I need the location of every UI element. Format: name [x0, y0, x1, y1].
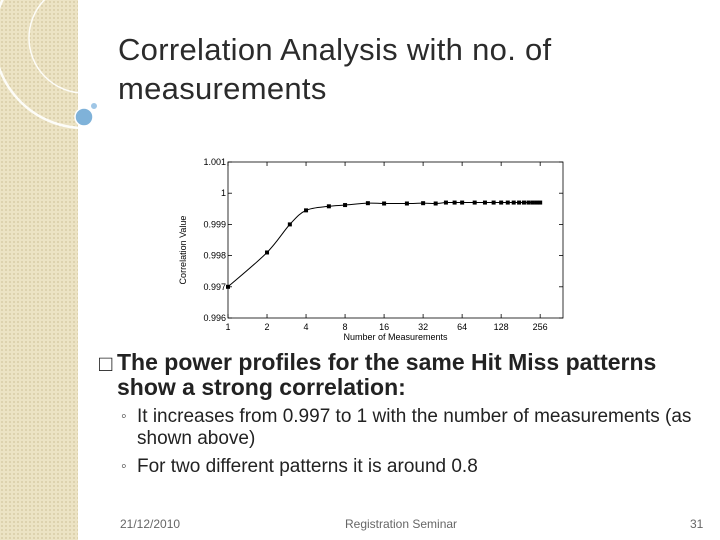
footer-title: Registration Seminar [345, 517, 458, 531]
correlation-chart: 0.996 0.997 0.998 0.999 1 1.001 1 2 4 8 16 32 64 128 2… [178, 157, 564, 342]
data-point [517, 200, 522, 205]
data-point [443, 200, 448, 205]
sub-bullet: ◦ It increases from 0.997 to 1 with the … [121, 406, 707, 450]
main-bullet-text: The power profiles for the same Hit Miss… [117, 349, 657, 400]
footer-date: 21/12/2010 [120, 517, 181, 531]
sub-bullet-marker: ◦ [121, 408, 127, 425]
x-tick-label: 32 [418, 322, 428, 332]
data-point [343, 203, 348, 208]
y-tick-label: 0.999 [203, 219, 226, 229]
data-point [491, 200, 496, 205]
data-point [365, 201, 370, 206]
plot-frame [227, 161, 564, 319]
x-tick-label: 4 [304, 322, 309, 332]
data-point [433, 201, 438, 206]
data-point [404, 201, 409, 206]
data-point [452, 200, 457, 205]
data-point [460, 200, 465, 205]
y-tick-label: 1.001 [203, 157, 226, 167]
footer-page-number: 31 [690, 517, 704, 531]
x-axis-label: Number of Measurements [343, 332, 448, 342]
x-tick-label: 64 [457, 322, 467, 332]
x-tick-label: 256 [533, 322, 548, 332]
data-point [472, 200, 477, 205]
data-point [326, 204, 331, 209]
blue-dot-small [90, 102, 98, 110]
data-point [287, 222, 292, 227]
sub-bullet-marker: ◦ [121, 458, 127, 475]
sub-bullet-text: For two different patterns it is around … [137, 456, 478, 477]
data-point [304, 208, 309, 213]
x-tick-label: 128 [494, 322, 509, 332]
x-tick-label: 16 [379, 322, 389, 332]
y-tick-label: 0.996 [203, 313, 226, 323]
x-tick-label: 2 [265, 322, 270, 332]
sub-bullet-text: It increases from 0.997 to 1 with the nu… [137, 406, 692, 449]
data-point [534, 200, 539, 205]
data-point [511, 200, 516, 205]
data-point [421, 201, 426, 206]
bullet-list: □ The power profiles for the same Hit Mi… [99, 349, 707, 478]
bullet-marker: □ [99, 351, 113, 376]
data-point [505, 200, 510, 205]
y-tick-label: 1 [221, 188, 226, 198]
data-point [530, 200, 535, 205]
slide-title: Correlation Analysis with no. of measure… [118, 32, 552, 106]
sub-bullet: ◦ For two different patterns it is aroun… [121, 456, 707, 478]
decorative-circles [0, 0, 176, 130]
x-tick-label: 8 [343, 322, 348, 332]
y-axis-label: Correlation Value [178, 216, 188, 285]
y-tick-label: 0.998 [203, 251, 226, 261]
data-point [482, 200, 487, 205]
data-point [538, 200, 543, 205]
x-tick-label: 1 [225, 322, 230, 332]
y-tick-label: 0.997 [203, 282, 226, 292]
data-point [265, 250, 270, 255]
data-point [382, 201, 387, 206]
series-line [227, 201, 541, 288]
main-bullet: □ The power profiles for the same Hit Mi… [99, 349, 707, 400]
data-point [226, 284, 230, 289]
blue-dot-large [74, 107, 94, 127]
data-point [526, 200, 531, 205]
data-point [499, 200, 504, 205]
data-point [521, 200, 526, 205]
